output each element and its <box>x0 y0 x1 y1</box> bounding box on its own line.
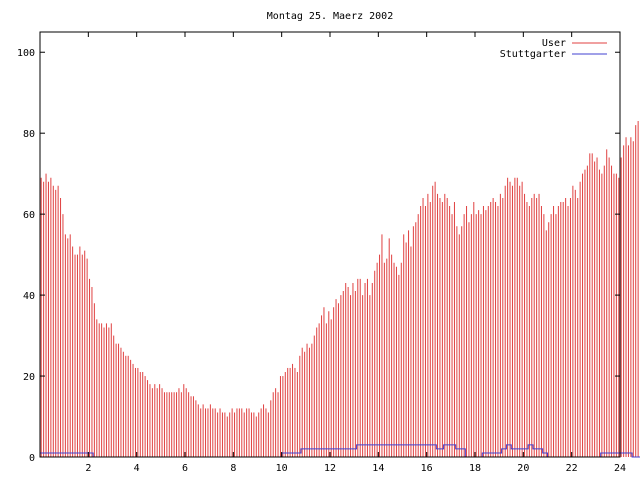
x-axis: 2 4 6 8 10 12 14 16 18 20 22 24 <box>85 32 626 474</box>
plot-frame <box>39 31 621 458</box>
x-tick-label: 6 <box>182 463 188 474</box>
x-tick-label: 16 <box>421 463 433 474</box>
y-tick-label: 60 <box>23 210 35 221</box>
x-tick-label: 10 <box>276 463 288 474</box>
x-tick-label: 18 <box>469 463 481 474</box>
y-tick-label: 20 <box>23 372 35 383</box>
x-tick-label: 20 <box>517 463 529 474</box>
y-axis: 0 20 40 60 80 100 <box>17 48 620 464</box>
x-tick-label: 4 <box>134 463 140 474</box>
y-tick-label: 80 <box>23 129 35 140</box>
series-lines <box>40 444 640 458</box>
x-tick-label: 12 <box>324 463 336 474</box>
series-line <box>40 444 640 458</box>
y-tick-label: 40 <box>23 291 35 302</box>
x-tick-label: 2 <box>85 463 91 474</box>
legend-label: User <box>542 38 566 49</box>
y-tick-label: 100 <box>17 48 35 59</box>
legend-label: Stuttgarter <box>500 49 566 60</box>
x-tick-label: 22 <box>566 463 578 474</box>
x-tick-label: 14 <box>372 463 384 474</box>
y-tick-label: 0 <box>29 453 35 464</box>
chart-title: Montag 25. Maerz 2002 <box>267 11 393 22</box>
x-tick-label: 8 <box>230 463 236 474</box>
user-bars <box>40 121 639 457</box>
x-tick-label: 24 <box>614 463 626 474</box>
